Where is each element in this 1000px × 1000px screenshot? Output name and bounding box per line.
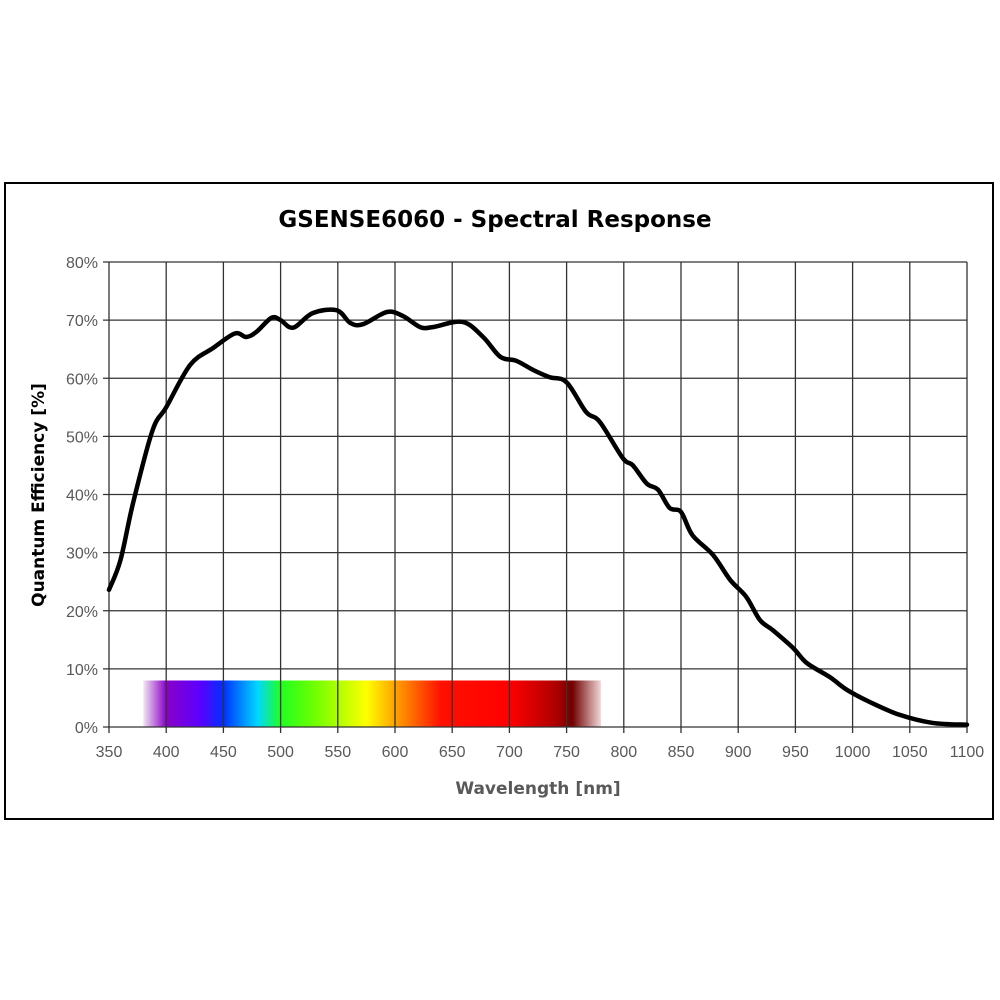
visible-spectrum-band xyxy=(143,680,601,727)
x-tick-label: 450 xyxy=(210,744,237,761)
y-tick-label: 60% xyxy=(66,371,98,388)
grid xyxy=(103,261,968,733)
y-tick-label: 80% xyxy=(66,255,98,272)
x-tick-label: 950 xyxy=(782,744,809,761)
x-tick-label: 850 xyxy=(668,744,695,761)
y-tick-label: 10% xyxy=(66,662,98,679)
chart-frame xyxy=(4,182,994,820)
x-tick-label: 700 xyxy=(496,744,523,761)
qe-curve xyxy=(106,307,970,727)
x-axis-title: Wavelength [nm] xyxy=(455,779,620,799)
chart-title: GSENSE6060 - Spectral Response xyxy=(278,207,711,233)
x-tick-label: 400 xyxy=(153,744,180,761)
x-tick-label: 1000 xyxy=(835,744,871,761)
y-tick-label: 20% xyxy=(66,604,98,621)
x-tick-label: 1050 xyxy=(892,744,928,761)
y-tick-label: 0% xyxy=(75,720,98,737)
y-tick-label: 40% xyxy=(66,488,98,505)
tick-labels: 350 400 450 500 550 600 650 700 750 800 850 900 950 1… xyxy=(66,255,984,761)
y-tick-label: 50% xyxy=(66,429,98,446)
spectrum-rect xyxy=(143,680,601,727)
y-tick-label: 30% xyxy=(66,546,98,563)
x-tick-label: 900 xyxy=(725,744,752,761)
x-tick-label: 1100 xyxy=(950,744,985,761)
x-tick-label: 500 xyxy=(267,744,294,761)
x-tick-label: 750 xyxy=(553,744,580,761)
y-tick-label: 70% xyxy=(66,313,98,330)
x-tick-label: 350 xyxy=(96,744,123,761)
x-tick-label: 650 xyxy=(439,744,466,761)
x-tick-label: 800 xyxy=(610,744,637,761)
x-tick-label: 550 xyxy=(324,744,351,761)
x-tick-label: 600 xyxy=(382,744,409,761)
y-axis-title: Quantum Efficiency [%] xyxy=(29,383,49,607)
